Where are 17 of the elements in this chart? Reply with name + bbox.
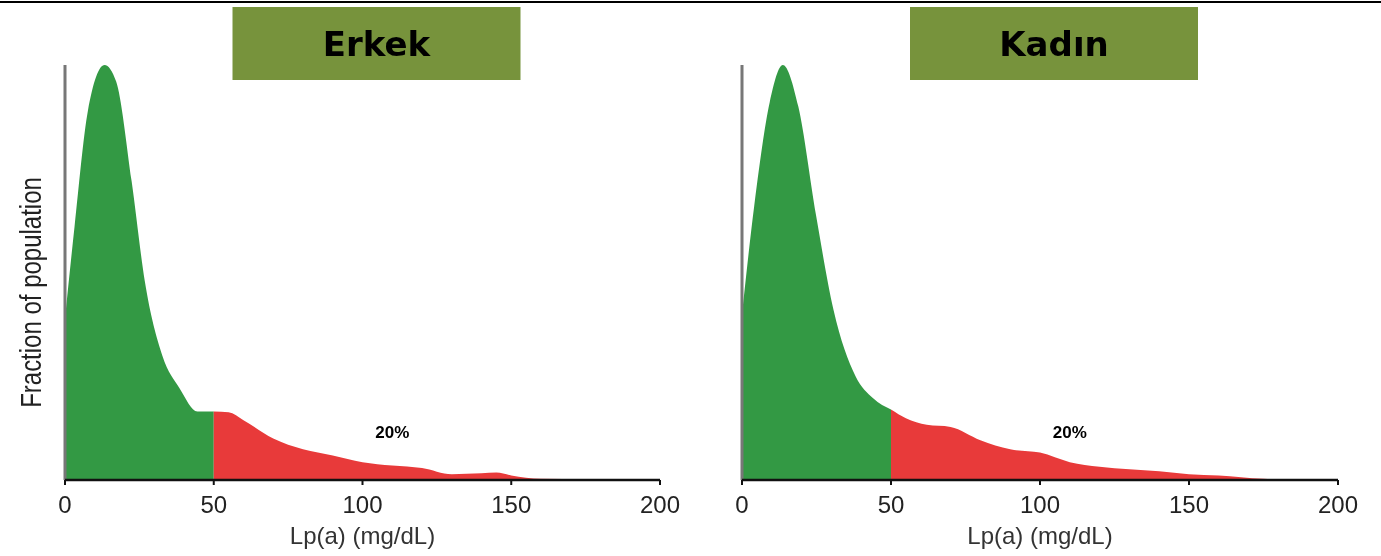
x-axis-title: Lp(a) (mg/dL): [289, 522, 436, 549]
x-tick-label: 0: [735, 491, 749, 518]
x-tick-label: 200: [639, 491, 681, 518]
chart-title: Erkek: [322, 24, 432, 64]
x-axis-title: Lp(a) (mg/dL): [967, 522, 1113, 549]
x-tick-label: 50: [200, 491, 228, 518]
annotation: 20%: [1052, 423, 1087, 442]
x-tick-label: 100: [342, 491, 383, 518]
x-tick-label: 200: [1317, 491, 1359, 518]
x-tick-label: 0: [58, 491, 72, 518]
y-axis-title: Fraction of population: [13, 177, 48, 408]
annotation: 20%: [375, 423, 410, 442]
chart-title: Kadın: [999, 24, 1109, 64]
x-tick-label: 150: [1168, 491, 1210, 518]
x-tick-label: 150: [491, 491, 532, 518]
x-tick-label: 100: [1019, 491, 1061, 518]
x-tick-label: 50: [877, 491, 905, 518]
